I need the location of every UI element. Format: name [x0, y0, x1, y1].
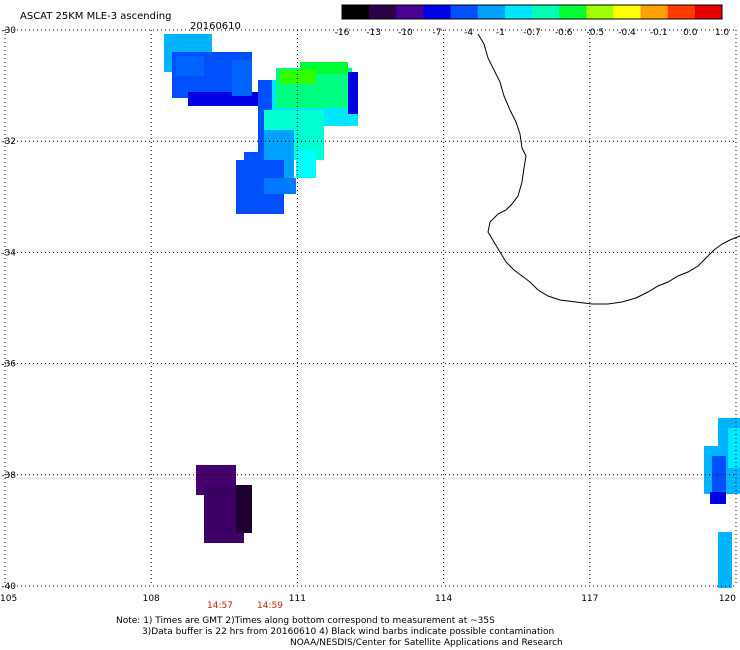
mle-swath-south	[196, 465, 252, 543]
colorbar-swatch	[342, 5, 370, 19]
colorbar-label: -0.5	[587, 28, 605, 38]
colorbar-swatch	[450, 5, 479, 19]
colorbar-label: -0.7	[523, 28, 541, 38]
note-line-1: Note: 1) Times are GMT 2)Times along bot…	[116, 616, 495, 626]
colorbar-label: 0.0	[683, 28, 698, 38]
latitude-label: -36	[1, 360, 16, 370]
colorbar-label: -10	[398, 28, 413, 38]
colorbar-label: -16	[335, 28, 350, 38]
colorbar-label: -0.4	[618, 28, 636, 38]
colorbar-swatch	[532, 5, 560, 19]
latitude-label: -38	[1, 471, 16, 481]
map-title: ASCAT 25KM MLE-3 ascending	[20, 11, 171, 22]
colorbar-label: -0.1	[650, 28, 668, 38]
longitude-label: 114	[435, 594, 452, 604]
colorbar-swatch	[667, 5, 696, 19]
colorbar-swatch	[504, 5, 533, 19]
plot-frame	[5, 30, 736, 586]
latitude-label: -32	[1, 137, 16, 147]
colorbar-swatch	[613, 5, 642, 19]
pass-time-2: 14:59	[257, 601, 283, 611]
longitude-label: 108	[143, 594, 160, 604]
longitude-labels: 105 108 111 114 117 120	[0, 594, 736, 604]
colorbar-label: -1	[496, 28, 505, 38]
note-line-3: NOAA/NESDIS/Center for Satellite Applica…	[290, 638, 563, 648]
latitude-label: -40	[1, 582, 16, 592]
coastline	[477, 33, 740, 305]
graticule	[4, 29, 737, 587]
note-line-2: 3)Data buffer is 22 hrs from 20160610 4)…	[142, 627, 555, 637]
longitude-label: 120	[719, 594, 736, 604]
latitude-label: -30	[1, 26, 16, 36]
colorbar-label: -7	[433, 28, 442, 38]
colorbar-swatch	[694, 5, 723, 19]
pass-time-1: 14:57	[207, 601, 233, 611]
colorbar-labels: -16 -13 -10 -7 -4 -1 -0.7 -0.6 -0.5 -0.4 -0.1 0.0 1.…	[335, 28, 730, 38]
colorbar-swatch	[477, 5, 506, 19]
latitude-label: -34	[1, 248, 16, 258]
latitude-labels: -30 -32 -34 -36 -38 -40	[1, 26, 16, 592]
colorbar-label: -4	[464, 28, 473, 38]
mle-swath-north	[164, 34, 358, 214]
colorbar-swatch	[586, 5, 614, 19]
longitude-label: 117	[581, 594, 598, 604]
longitude-label: 105	[0, 594, 17, 604]
longitude-label: 111	[289, 594, 306, 604]
map-date: 20160610	[190, 21, 241, 32]
colorbar-swatch	[423, 5, 452, 19]
colorbar-label: -13	[366, 28, 381, 38]
colorbar-label: -0.6	[555, 28, 573, 38]
colorbar-swatch	[396, 5, 424, 19]
colorbar-swatch	[559, 5, 587, 19]
colorbar-label: 1.0	[715, 28, 730, 38]
colorbar-swatch	[640, 5, 669, 19]
mle-swath-east	[704, 418, 740, 588]
colorbar-swatch	[369, 5, 397, 19]
colorbar	[341, 4, 723, 20]
